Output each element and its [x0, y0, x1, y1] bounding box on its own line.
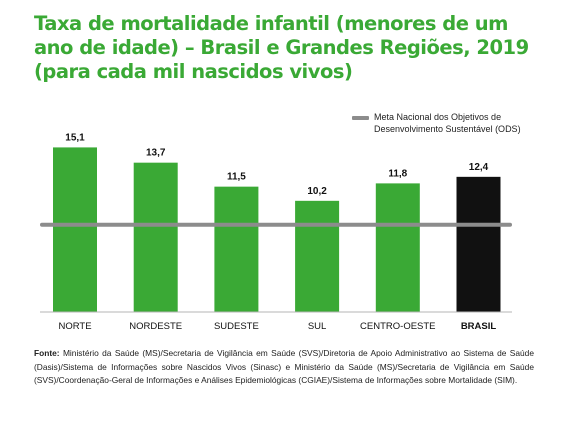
title-line-2: ano de idade) – Brasil e Grandes Regiões… — [34, 36, 529, 59]
source-text: Ministério da Saúde (MS)/Secretaria de V… — [34, 348, 534, 386]
legend: Meta Nacional dos Objetivos de Desenvolv… — [352, 111, 554, 135]
legend-line-2: Desenvolvimento Sustentável (ODS) — [374, 124, 521, 134]
labels-layer: 15,1 NORTE 13,7 NORDESTE 11,5 SUDESTE 10,2 SUL 1… — [58, 132, 496, 332]
category-label-sudeste: SUDESTE — [214, 321, 259, 332]
value-label-sul: 10,2 — [307, 186, 327, 197]
value-label-brasil: 12,4 — [469, 162, 489, 173]
bar-nordeste — [133, 162, 178, 312]
title-line-3: (para cada mil nascidos vivos) — [34, 60, 353, 83]
value-label-centro-oeste: 11,8 — [388, 168, 407, 179]
legend-text: Meta Nacional dos Objetivos de Desenvolv… — [374, 111, 554, 135]
category-label-nordeste: NORDESTE — [129, 321, 182, 332]
title-line-1: Taxa de mortalidade infantil (menores de… — [34, 12, 508, 35]
value-label-sudeste: 11,5 — [227, 172, 246, 183]
bar-sul — [295, 200, 340, 312]
category-label-brasil: BRASIL — [461, 321, 497, 332]
category-label-centro-oeste: CENTRO-OESTE — [360, 321, 435, 332]
bar-sudeste — [214, 186, 259, 312]
bar-norte — [53, 147, 97, 312]
bars-layer — [53, 147, 501, 312]
chart-title: Taxa de mortalidade infantil (menores de… — [34, 12, 534, 84]
bar-chart: 15,1 NORTE 13,7 NORDESTE 11,5 SUDESTE 10,2 SUL 1… — [40, 132, 512, 332]
bar-centro-oeste — [375, 183, 420, 312]
legend-swatch — [352, 116, 369, 120]
bar-brasil — [456, 176, 501, 312]
value-label-nordeste: 13,7 — [146, 148, 166, 159]
legend-line-1: Meta Nacional dos Objetivos de — [374, 112, 502, 122]
category-label-norte: NORTE — [58, 321, 91, 332]
source-label: Fonte: — [34, 348, 60, 358]
category-label-sul: SUL — [308, 321, 326, 332]
source-note: Fonte: Ministério da Saúde (MS)/Secretar… — [34, 347, 534, 388]
value-label-norte: 15,1 — [65, 132, 85, 143]
